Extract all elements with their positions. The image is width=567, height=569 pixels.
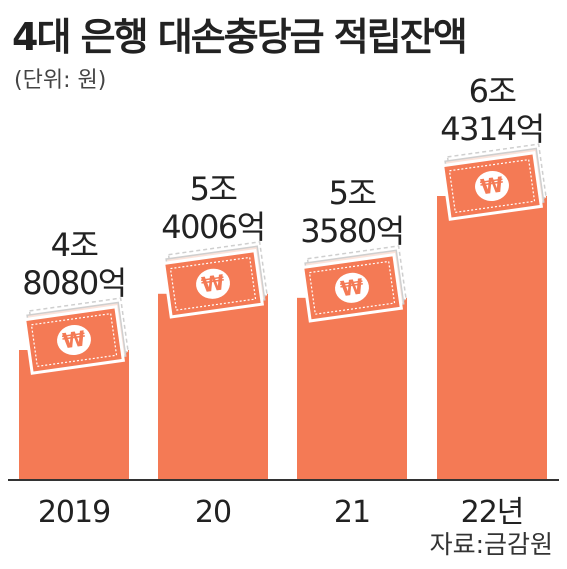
bill-inner-border: [30, 312, 118, 368]
won-banknote-stack-icon: ₩: [440, 143, 547, 221]
won-badge: [475, 170, 509, 202]
chart-title: 4대 은행 대손충당금 적립잔액: [12, 15, 468, 59]
bar: [437, 196, 547, 480]
won-symbol-icon: ₩: [200, 270, 226, 297]
won-symbol-icon: ₩: [339, 274, 365, 301]
value-label: 3580억: [300, 212, 403, 250]
value-label: 4006억: [161, 208, 264, 246]
value-label: 5조: [190, 170, 237, 208]
won-banknote-stack-icon: ₩: [161, 241, 268, 319]
won-symbol-icon: ₩: [479, 173, 505, 200]
bar: [297, 297, 407, 480]
value-label: 5조: [329, 174, 376, 212]
x-tick-label: 20: [195, 495, 231, 530]
value-label: 4조: [51, 226, 98, 264]
value-label: 8080억: [22, 264, 125, 302]
won-banknote-stack-icon: ₩: [22, 297, 129, 375]
bill-inner-border: [448, 158, 536, 214]
source-label: 자료:금감원: [429, 530, 553, 559]
unit-label: (단위: 원): [14, 68, 107, 93]
bar: [158, 293, 268, 480]
value-label: 4314억: [440, 110, 543, 148]
value-label: 6조: [469, 72, 516, 110]
won-symbol-icon: ₩: [61, 327, 87, 354]
x-tick-label: 21: [334, 495, 370, 530]
bill-inner-border: [308, 260, 396, 315]
won-badge: [335, 272, 369, 303]
bill-inner-border: [169, 256, 257, 311]
x-tick-label: 22년: [461, 495, 524, 530]
won-badge: [57, 324, 91, 356]
won-badge: [196, 268, 230, 299]
won-banknote-stack-icon: ₩: [300, 245, 407, 323]
x-tick-label: 2019: [38, 495, 110, 530]
